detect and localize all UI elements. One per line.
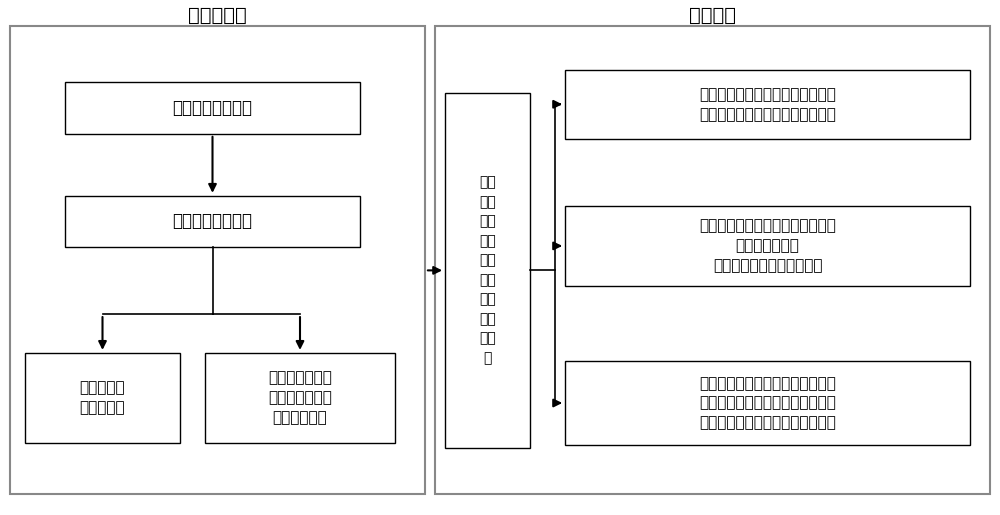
Text: 数据预处理: 数据预处理 <box>188 6 247 25</box>
Text: 使用预处理得到的材料宏观总截面
数组，直接插值计算材料宏观截面: 使用预处理得到的材料宏观总截面 数组，直接插值计算材料宏观截面 <box>699 87 836 122</box>
Text: 截面计算: 截面计算 <box>689 6 736 25</box>
FancyBboxPatch shape <box>65 82 360 134</box>
Text: 使用预处理得到的核素指针数组，
直接得到当前能量在反应核素能量
网格中的位置，插值得到各种截面: 使用预处理得到的核素指针数组， 直接得到当前能量在反应核素能量 网格中的位置，插… <box>699 375 836 431</box>
FancyBboxPatch shape <box>25 353 180 443</box>
FancyBboxPatch shape <box>205 353 395 443</box>
FancyBboxPatch shape <box>445 93 530 448</box>
Text: 查找
当前
能量
在统
一能
量网
格数
组中
的位
置: 查找 当前 能量 在统 一能 量网 格数 组中 的位 置 <box>479 176 496 365</box>
Text: 使用预处理得到的核素总截面数组
直接插值计算，
当前材料中各核素的总截面: 使用预处理得到的核素总截面数组 直接插值计算， 当前材料中各核素的总截面 <box>699 218 836 273</box>
FancyBboxPatch shape <box>565 360 970 445</box>
FancyBboxPatch shape <box>65 196 360 247</box>
Text: 建立核素指针数组: 建立核素指针数组 <box>173 213 252 230</box>
FancyBboxPatch shape <box>10 26 425 494</box>
FancyBboxPatch shape <box>565 206 970 286</box>
Text: 核素总截面数组
与材料宏观总截
面数组的建立: 核素总截面数组 与材料宏观总截 面数组的建立 <box>268 370 332 425</box>
Text: 建立统一能量网格: 建立统一能量网格 <box>173 99 252 117</box>
Text: 建立分段能
点指针数组: 建立分段能 点指针数组 <box>80 381 125 415</box>
FancyBboxPatch shape <box>565 70 970 139</box>
FancyBboxPatch shape <box>435 26 990 494</box>
